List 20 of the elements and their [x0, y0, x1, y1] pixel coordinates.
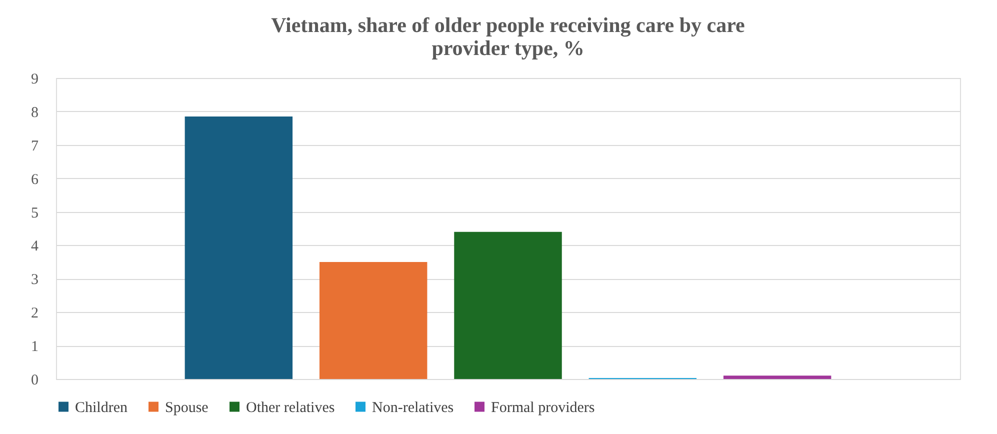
legend-label: Spouse: [165, 400, 209, 416]
legend-label: Other relatives: [246, 400, 335, 416]
y-tick-label: 4: [31, 238, 39, 255]
y-tick-label: 6: [31, 172, 39, 188]
chart-title: Vietnam, share of older people receiving care by care provider type, %: [271, 13, 745, 60]
legend-label: Children: [75, 400, 128, 416]
legend-label: Non-relatives: [372, 400, 454, 416]
legend-label: Formal providers: [491, 400, 595, 416]
y-tick-label: 3: [31, 272, 38, 288]
bar: [319, 262, 428, 379]
bar: [454, 232, 562, 379]
y-tick-label: 9: [31, 72, 38, 88]
y-tick-label: 0: [31, 372, 38, 388]
y-tick-label: 1: [31, 339, 38, 356]
bar: [184, 116, 293, 379]
y-tick-label: 8: [31, 104, 38, 121]
y-tick-label: 5: [31, 205, 38, 222]
y-tick-label: 2: [31, 306, 38, 322]
bar: [723, 376, 832, 379]
y-tick-label: 7: [31, 138, 39, 154]
